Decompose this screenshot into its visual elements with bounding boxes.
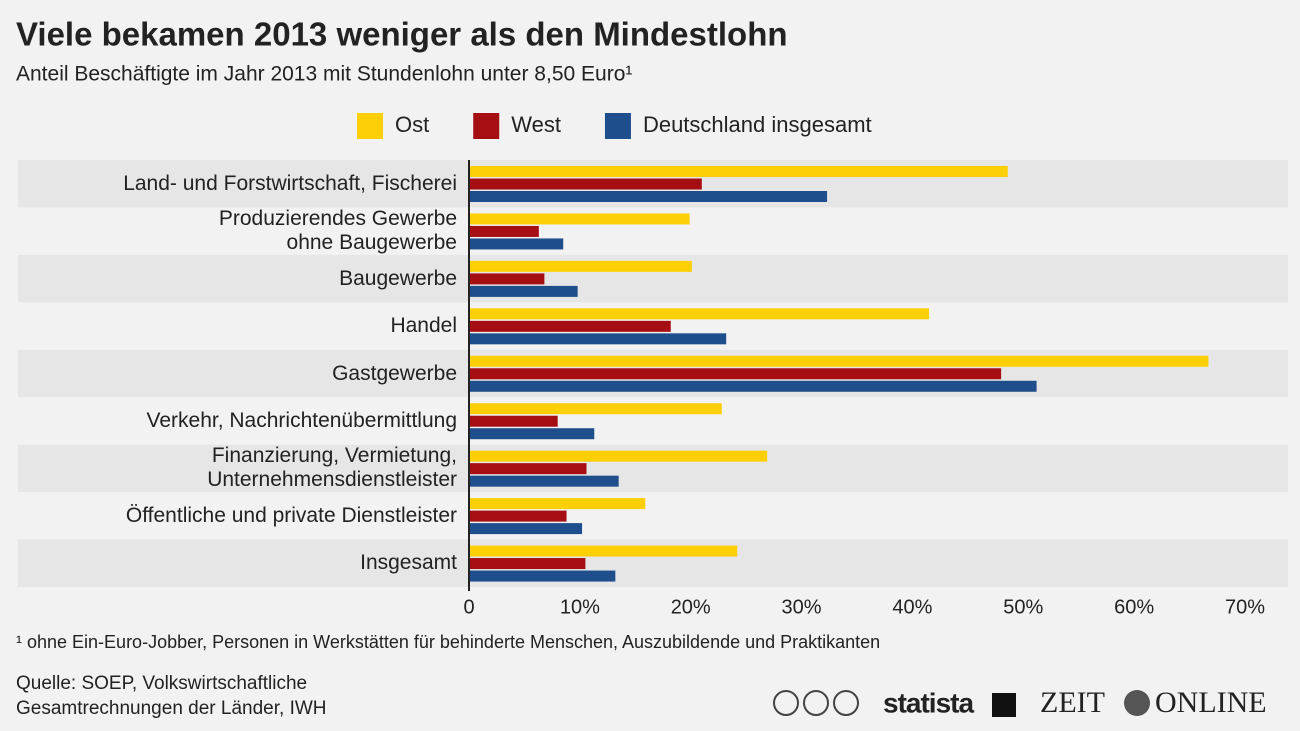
chart-subtitle: Anteil Beschäftigte im Jahr 2013 mit Stu… [16,63,632,86]
x-tick-label: 40% [892,596,932,618]
bar [469,523,583,535]
y-tick-label: Gastgewerbe [332,361,457,385]
legend-swatch [357,113,383,139]
bar [469,463,587,475]
y-tick-label: Handel [390,314,457,338]
logo-online: ONLINE [1155,686,1267,719]
x-tick-label: 50% [1003,596,1043,618]
x-tick-label: 10% [560,596,600,618]
bar [469,368,1002,380]
bar [469,475,619,487]
y-tick-label: Insgesamt [360,551,457,575]
y-tick-label: Baugewerbe [339,266,457,290]
y-tick-label: Produzierendes Gewerbe ohne Baugewerbe [218,207,457,255]
bar [469,570,616,582]
bar [469,285,578,297]
y-tick-label: Verkehr, Nachrichtenübermittlung [146,408,458,432]
bar [469,191,828,202]
bar [469,403,722,415]
bar [469,355,1209,367]
y-tick-label: Öffentliche und private Dienstleister [125,503,457,527]
y-tick-label: Land- und Forstwirtschaft, Fischerei [123,171,457,195]
chart-title: Viele bekamen 2013 weniger als den Minde… [16,16,788,53]
bar [469,320,671,332]
bar [469,545,738,557]
x-tick-label: 0 [463,596,474,618]
logo-emblem [1124,690,1150,716]
legend-swatch [604,113,631,139]
bar [469,213,690,225]
bar [469,166,1008,177]
y-tick-label: Finanzierung, Vermietung, Unternehmensdi… [207,444,457,492]
x-tick-label: 70% [1225,596,1265,618]
bar [469,558,586,570]
legend-label: Deutschland insgesamt [643,112,872,137]
x-tick-label: 20% [671,596,711,618]
legend-label: West [511,112,561,137]
logo-mark [992,693,1016,717]
legend-swatch [473,113,500,139]
bar [469,178,702,190]
bar [469,415,558,427]
bar [469,510,567,522]
bar [469,498,646,510]
bar [469,333,727,345]
footnote: ¹ ohne Ein-Euro-Jobber, Personen in Werk… [16,632,880,652]
bar [469,260,692,272]
logo-zeit: ZEIT [1040,686,1105,719]
x-tick-label: 60% [1114,596,1154,618]
bar [469,273,545,285]
x-tick-label: 30% [782,596,822,618]
bar [469,308,930,320]
source: Quelle: SOEP, Volkswirtschaftliche [16,673,307,694]
bar [469,225,539,237]
bar [469,238,564,250]
bar [469,428,595,440]
legend-label: Ost [395,112,429,137]
source: Gesamtrechnungen der Länder, IWH [16,698,327,719]
cc-icons [773,690,859,716]
bar [469,450,768,462]
logo-statista: statista [883,687,974,718]
bar [469,380,1037,392]
